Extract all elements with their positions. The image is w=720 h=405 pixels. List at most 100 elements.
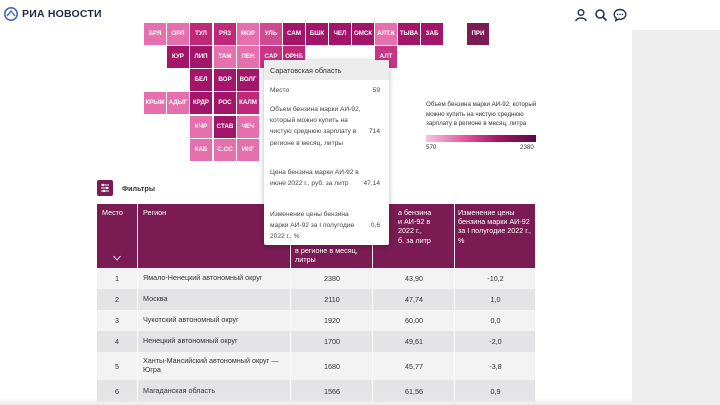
- region-tile[interactable]: ПЕН: [237, 46, 259, 68]
- column-divider: [137, 380, 138, 402]
- region-tile[interactable]: ВОР: [214, 69, 236, 91]
- region-tile[interactable]: ОРЛ: [167, 23, 189, 45]
- cell-rank: 4: [115, 337, 119, 346]
- column-divider: [454, 331, 455, 352]
- column-divider: [372, 289, 373, 310]
- column-divider: [454, 204, 455, 268]
- cell-region: Ханты-Мансийский автономный округ — Югра: [143, 356, 279, 374]
- column-divider: [454, 380, 455, 402]
- region-tile[interactable]: КЧР: [190, 116, 212, 138]
- filters-label: Фильтры: [122, 183, 155, 193]
- table-row: 2 Москва 2110 47,74 1,0: [97, 289, 535, 310]
- tooltip-value: 0,6: [370, 222, 380, 229]
- chevron-down-icon[interactable]: [113, 255, 121, 261]
- region-tile[interactable]: КАЛМ: [237, 92, 259, 114]
- table-row: 1 Ямало-Ненецкий автономный округ 2380 43,9…: [97, 268, 535, 289]
- column-divider: [290, 310, 291, 331]
- column-divider: [372, 268, 373, 289]
- legend-max-value: 2380: [520, 144, 534, 151]
- column-header-volume[interactable]: в регионе в месяц, литры: [295, 246, 358, 265]
- search-icon[interactable]: [594, 8, 608, 22]
- cell-v2: 61,56: [405, 386, 423, 396]
- column-divider: [290, 289, 291, 310]
- tooltip-title: Саратовская область: [264, 60, 389, 80]
- column-divider: [290, 352, 291, 380]
- cell-v1: 1566: [324, 386, 340, 396]
- ria-logo-icon: [4, 7, 18, 21]
- region-tile[interactable]: ВОЛГ: [237, 69, 259, 91]
- legend-color-scale: [426, 135, 536, 142]
- region-tile[interactable]: ЧЕЧ: [237, 116, 259, 138]
- tooltip-label: Изменение цены бензина марки АИ-92 за I …: [270, 211, 355, 241]
- table-row: 5 Ханты-Мансийский автономный округ — Югр…: [97, 352, 535, 380]
- filter-button[interactable]: [97, 180, 113, 196]
- table-row: 6 Магаданская область 1566 61,56 0,9: [97, 380, 535, 402]
- region-tile[interactable]: ТАМ: [214, 46, 236, 68]
- region-tile[interactable]: СТАВ: [214, 116, 236, 138]
- right-panel-header: [632, 0, 720, 30]
- ria-logo[interactable]: РИА НОВОСТИ: [4, 7, 102, 21]
- region-tile[interactable]: ЛИП: [190, 46, 212, 68]
- cell-v3: 0,9: [490, 386, 501, 396]
- cell-v3: -10,2: [487, 274, 504, 283]
- cell-region: Магаданская область: [143, 385, 216, 395]
- table-row: 3 Чукотский автономный округ 1920 60,00 0,0: [97, 310, 535, 331]
- column-header-rank[interactable]: Место: [102, 208, 123, 217]
- column-divider: [290, 380, 291, 402]
- region-tile[interactable]: ОМСК: [352, 23, 374, 45]
- region-tile[interactable]: ТЫВА: [398, 23, 420, 45]
- region-tile[interactable]: РЯЗ: [214, 23, 236, 45]
- region-tile[interactable]: КРЫМ: [144, 92, 166, 114]
- table-row: 4 Ненецкий автономный округ 1700 49,61 -2,0: [97, 331, 535, 352]
- region-tile[interactable]: БЕЛ: [190, 69, 212, 91]
- column-divider: [137, 352, 138, 380]
- column-header-region[interactable]: Регион: [143, 208, 167, 217]
- region-tile[interactable]: САМ: [283, 23, 305, 45]
- region-tile[interactable]: МОР: [237, 23, 259, 45]
- region-tile[interactable]: БРЯ: [144, 23, 166, 45]
- region-tile[interactable]: ЗАБ: [421, 23, 443, 45]
- column-divider: [137, 310, 138, 331]
- cell-v1: 1700: [324, 337, 340, 346]
- tooltip-row-change: Изменение цены бензина марки АИ-92 за I …: [270, 209, 383, 243]
- tooltip-value: 714: [368, 128, 380, 135]
- region-tile[interactable]: ЧЕЛ: [329, 23, 351, 45]
- region-tile[interactable]: БШК: [306, 23, 328, 45]
- right-side-panel: [632, 0, 720, 405]
- cell-v3: 1,0: [490, 295, 501, 304]
- column-divider: [137, 268, 138, 289]
- column-header-change[interactable]: Изменение цены бензина марки АИ-92 за I …: [458, 208, 532, 245]
- cell-v2: 60,00: [405, 316, 423, 325]
- column-header-price-line: 2022 г.,: [398, 226, 422, 236]
- region-tile[interactable]: ТУЛ: [190, 23, 212, 45]
- region-tile[interactable]: АЛТ.К: [375, 23, 397, 45]
- region-tile[interactable]: ИНГ: [237, 139, 259, 161]
- cell-v1: 2380: [324, 274, 340, 283]
- cell-v2: 49,61: [405, 337, 423, 346]
- column-header-price[interactable]: а бензина и АИ-92 в 2022 г., б. за литр: [398, 208, 452, 245]
- chat-icon[interactable]: [613, 8, 627, 22]
- region-tile[interactable]: УЛЬ: [260, 23, 282, 45]
- region-tooltip: Саратовская область Место 59 Объем бензи…: [264, 60, 389, 245]
- region-tile[interactable]: КРДР: [190, 92, 212, 114]
- region-tile[interactable]: КУР: [167, 46, 189, 68]
- cell-v1: 1920: [324, 316, 340, 325]
- region-tile[interactable]: ПРИ: [467, 23, 489, 45]
- column-divider: [372, 310, 373, 331]
- cell-v3: -3,8: [489, 361, 502, 371]
- user-icon[interactable]: [574, 8, 588, 22]
- region-tile[interactable]: РОС: [214, 92, 236, 114]
- region-tile[interactable]: С.ОС: [214, 139, 236, 161]
- tooltip-row-volume: Объем бензина марки АИ-92, который можно…: [270, 104, 383, 149]
- column-divider: [137, 289, 138, 310]
- column-divider: [290, 268, 291, 289]
- region-tile[interactable]: КАБ: [190, 139, 212, 161]
- bottom-shadow: [0, 398, 632, 405]
- tooltip-row-price: Цена бензина марки АИ-92 в июне 2022 г.,…: [270, 167, 383, 189]
- cell-v2: 47,74: [405, 295, 423, 304]
- column-divider: [372, 352, 373, 380]
- region-tile[interactable]: АДЫГ: [167, 92, 189, 114]
- cell-v3: -2,0: [489, 337, 502, 346]
- filters-toggle[interactable]: Фильтры: [97, 180, 155, 196]
- tooltip-row-rank: Место 59: [270, 85, 383, 96]
